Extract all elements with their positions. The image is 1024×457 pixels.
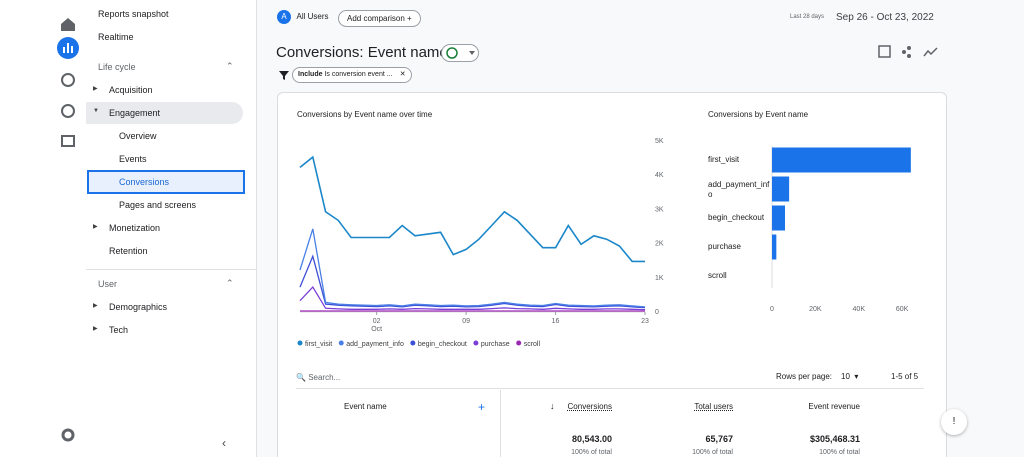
nav-item[interactable]: Overview: [119, 131, 157, 141]
pagination: 1-5 of 5: [891, 372, 918, 381]
search-placeholder: Search...: [308, 373, 340, 382]
total-share: 100% of total: [571, 449, 612, 456]
nav-arrow[interactable]: ▶: [93, 302, 98, 309]
nav-arrow[interactable]: ▶: [93, 325, 98, 332]
column-header[interactable]: Event revenue: [808, 402, 860, 411]
y-tick-label: 0: [655, 309, 659, 316]
bar-chart-title: Conversions by Event name: [708, 110, 808, 119]
x-tick-sublabel: Oct: [371, 326, 382, 333]
search-box[interactable]: 🔍 Search...: [296, 373, 340, 382]
bar-category-label: first_visit: [708, 155, 772, 165]
x-tick-label: 60K: [896, 306, 909, 313]
y-tick-label: 5K: [655, 138, 664, 145]
nav-divider: [86, 269, 256, 270]
table-toolbar: 🔍 Search... Rows per page: 10 ▾ 1-5 of 5: [296, 372, 924, 389]
legend-label: scroll: [524, 341, 541, 348]
legend-label: begin_checkout: [418, 341, 467, 348]
legend-swatch: [298, 341, 303, 346]
bar-category-label: purchase: [708, 242, 772, 252]
nav-item[interactable]: Tech: [109, 325, 128, 335]
nav-item[interactable]: Realtime: [98, 32, 134, 42]
bar: [772, 206, 785, 231]
total-value: $305,468.31: [810, 434, 860, 444]
line-chart-title: Conversions by Event name over time: [297, 110, 432, 119]
legend-swatch: [339, 341, 344, 346]
x-tick-label: 0: [770, 306, 774, 313]
x-tick-label: 40K: [853, 306, 866, 313]
y-tick-label: 3K: [655, 206, 664, 213]
nav-item[interactable]: Conversions: [119, 177, 169, 187]
total-share: 100% of total: [692, 449, 733, 456]
y-tick-label: 4K: [655, 172, 664, 179]
nav-arrow[interactable]: ▼: [93, 108, 99, 114]
series-line: [300, 229, 645, 307]
column-header[interactable]: Event name: [344, 402, 387, 411]
nav-item[interactable]: Engagement: [109, 108, 160, 118]
legend-swatch: [473, 341, 478, 346]
sort-arrow: ↓: [550, 401, 555, 411]
bar: [772, 177, 789, 202]
nav-section[interactable]: Life cycle: [98, 62, 136, 72]
legend-swatch: [410, 341, 415, 346]
nav-arrow[interactable]: ▶: [93, 85, 98, 92]
nav-item[interactable]: Events: [119, 154, 147, 164]
total-share: 100% of total: [819, 449, 860, 456]
feedback-button[interactable]: !: [941, 409, 967, 435]
legend-label: first_visit: [305, 341, 332, 348]
legend-label: purchase: [481, 341, 510, 348]
bar-category-label: scroll: [708, 271, 772, 281]
collapse-nav[interactable]: ‹: [222, 436, 226, 450]
bar: [772, 148, 911, 173]
add-dimension[interactable]: +: [478, 400, 485, 414]
column-divider: [500, 390, 501, 457]
nav-section-caret[interactable]: ⌃: [226, 278, 234, 289]
nav-section[interactable]: User: [98, 279, 117, 289]
column-header[interactable]: Total users: [694, 402, 733, 411]
rows-per-page[interactable]: 10 ▾: [841, 372, 858, 381]
bar: [772, 235, 776, 260]
x-tick-label: 16: [552, 318, 560, 325]
rows-per-page-label: Rows per page:: [776, 372, 832, 381]
nav-item[interactable]: Demographics: [109, 302, 167, 312]
series-line: [300, 256, 645, 307]
nav-item[interactable]: Monetization: [109, 223, 160, 233]
y-tick-label: 1K: [655, 275, 664, 282]
legend-swatch: [516, 341, 521, 346]
column-header[interactable]: Conversions: [568, 402, 612, 411]
y-tick-label: 2K: [655, 241, 664, 248]
rows-per-page-value: 10: [841, 372, 850, 381]
x-tick-label: 20K: [809, 306, 822, 313]
nav-arrow[interactable]: ▶: [93, 223, 98, 230]
nav-item[interactable]: Pages and screens: [119, 200, 196, 210]
legend-label: add_payment_info: [346, 341, 404, 348]
x-tick-label: 02: [373, 318, 381, 325]
nav-item[interactable]: Reports snapshot: [98, 9, 169, 19]
nav-item[interactable]: Retention: [109, 246, 148, 256]
nav-item[interactable]: Acquisition: [109, 85, 153, 95]
series-line: [300, 157, 645, 261]
x-tick-label: 09: [462, 318, 470, 325]
bar-category-label: begin_checkout: [708, 213, 772, 223]
nav-section-caret[interactable]: ⌃: [226, 61, 234, 72]
total-value: 65,767: [705, 434, 733, 444]
total-value: 80,543.00: [572, 434, 612, 444]
bar-category-label: add_payment_info: [708, 180, 772, 200]
x-tick-label: 23: [641, 318, 649, 325]
